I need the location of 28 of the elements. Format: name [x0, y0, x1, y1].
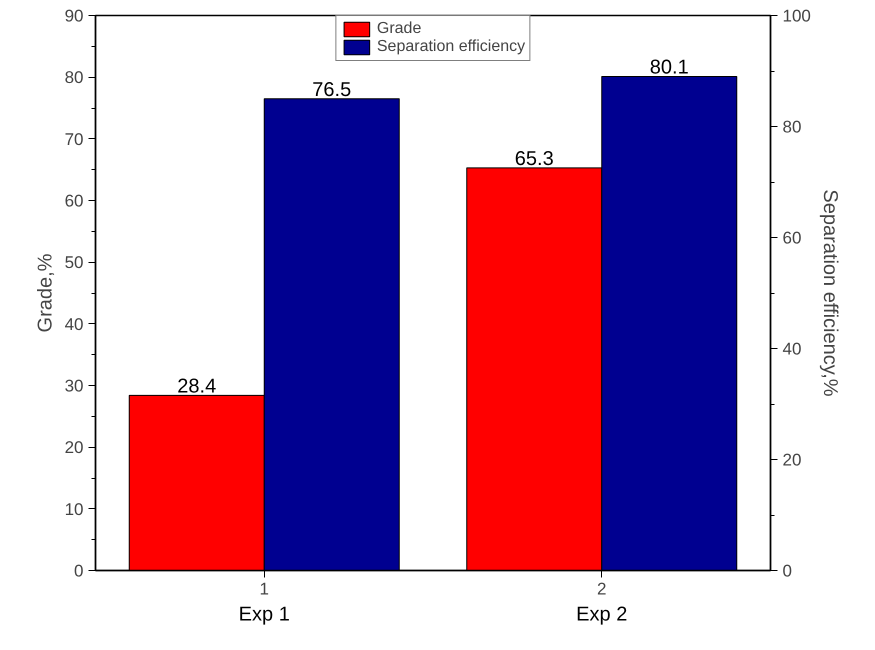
y-tick-label: 80 [64, 68, 84, 88]
y2-tick-label: 80 [782, 118, 802, 136]
y-tick-label: 20 [64, 438, 84, 458]
legend-label: Separation efficiency [376, 38, 526, 56]
y-tick-label: 90 [64, 6, 84, 26]
y-tick-label: 30 [64, 376, 84, 396]
y2-tick-label: 20 [782, 450, 802, 470]
legend-label: Grade [376, 20, 422, 38]
y-tick-label: 0 [74, 562, 84, 580]
text: Exp 2 [576, 604, 628, 626]
y-tick-label: 50 [64, 253, 84, 272]
data-label: 80.1 [650, 56, 689, 79]
y2-tick-label: 40 [782, 340, 802, 358]
y-axis-title: Grade,% [34, 253, 57, 332]
y2-axis-title: Separation efficiency,% [818, 189, 841, 397]
y-tick-label: 70 [64, 130, 84, 149]
data-label: 28.4 [177, 375, 216, 398]
y2-tick-label: 100 [782, 6, 811, 26]
y-tick-label: 10 [64, 500, 84, 519]
y2-tick-label: 60 [782, 228, 802, 248]
y-tick-label: 40 [64, 314, 84, 334]
text: Exp 1 [238, 604, 290, 626]
y2-tick-label: 0 [782, 562, 792, 580]
data-label: 76.5 [312, 78, 352, 101]
x-tick-label: 2 [597, 580, 606, 598]
x-tick-label: 1 [260, 580, 269, 598]
data-label: 65.3 [514, 148, 554, 170]
y-tick-label: 60 [64, 192, 84, 210]
